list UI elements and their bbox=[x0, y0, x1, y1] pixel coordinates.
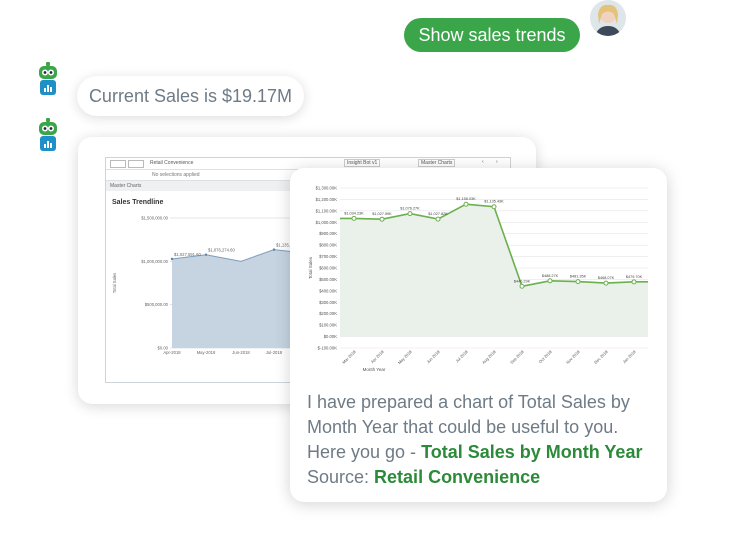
y-tick-label: $400.00K bbox=[319, 288, 337, 293]
y-tick-label: $1,300.00K bbox=[316, 186, 338, 191]
user-avatar-image bbox=[590, 0, 626, 36]
y-tick-label: $800.00K bbox=[319, 243, 337, 248]
data-point bbox=[379, 216, 385, 222]
chart-link[interactable]: Total Sales by Month Year bbox=[421, 442, 643, 462]
back-x-tick: Apr-2018 bbox=[163, 350, 181, 355]
data-point bbox=[603, 280, 609, 286]
back-point bbox=[170, 257, 174, 261]
source-link[interactable]: Retail Convenience bbox=[374, 467, 541, 487]
y-tick-label: $900.00K bbox=[319, 231, 337, 236]
data-label: $1,027.59K bbox=[372, 212, 392, 216]
back-x-tick: Jun-2018 bbox=[232, 350, 250, 355]
toolbar-menu-icon[interactable] bbox=[110, 160, 126, 168]
caption-text: I have prepared a chart of Total Sales b… bbox=[307, 392, 630, 437]
toolbar-list-icon[interactable] bbox=[128, 160, 144, 168]
selections-text: No selections applied bbox=[152, 172, 200, 178]
x-axis-label: Month Year bbox=[363, 367, 386, 372]
back-y-axis-label: Total Sales bbox=[112, 273, 117, 293]
back-y-tick: $500,000.00 bbox=[145, 302, 169, 307]
data-point bbox=[519, 283, 525, 289]
back-data-label: $1,027,591.60 bbox=[174, 252, 201, 257]
back-y-tick: $0.00 bbox=[158, 346, 169, 351]
x-tick-label: Sep 2018 bbox=[509, 349, 525, 365]
y-tick-label: $500.00K bbox=[319, 277, 337, 282]
x-tick-label: May 2018 bbox=[397, 349, 414, 366]
bot-caption: I have prepared a chart of Total Sales b… bbox=[307, 390, 657, 490]
bot-chart-card: $1,300.00K $1,200.00K $1,100.00K $1,000.00K… bbox=[290, 168, 667, 502]
x-tick-label: Jan 2019 bbox=[622, 349, 638, 365]
y-tick-label: $600.00K bbox=[319, 266, 337, 271]
back-y-tick: $1,000,000.00 bbox=[141, 259, 168, 264]
sheet-label: Master Charts bbox=[110, 183, 142, 189]
back-x-tick: Jul-2018 bbox=[266, 350, 283, 355]
data-label: $440.29K bbox=[514, 279, 531, 283]
app-name: Retail Convenience bbox=[150, 160, 194, 166]
data-point bbox=[463, 201, 469, 207]
back-point bbox=[204, 253, 208, 256]
x-tick-label: Aug 2018 bbox=[481, 349, 497, 365]
insight-bot-button[interactable]: Insight Bot v1 bbox=[344, 159, 381, 167]
data-point bbox=[575, 279, 581, 285]
sales-area bbox=[340, 204, 648, 337]
data-point bbox=[407, 211, 413, 217]
back-x-tick: May-2018 bbox=[197, 350, 216, 355]
y-tick-label: $700.00K bbox=[319, 254, 337, 259]
back-data-label: $1,135,224.63 bbox=[276, 243, 303, 248]
data-label: $481.35K bbox=[570, 275, 587, 279]
total-sales-chart[interactable]: $1,300.00K $1,200.00K $1,100.00K $1,000.00K… bbox=[290, 168, 667, 378]
data-label: $1,034.23K bbox=[344, 211, 364, 215]
data-label: $468.07K bbox=[598, 276, 615, 280]
data-label: $1,158.03K bbox=[456, 197, 476, 201]
back-line bbox=[171, 249, 317, 262]
data-label: $488.27K bbox=[542, 274, 559, 278]
x-tick-label: Apr 2018 bbox=[370, 349, 386, 365]
y-tick-label: $-100.00K bbox=[318, 346, 338, 351]
data-label: $1,076.27K bbox=[400, 207, 420, 211]
x-tick-label: Mar 2018 bbox=[341, 349, 357, 365]
back-y-tick: $1,500,000.00 bbox=[141, 216, 168, 221]
y-tick-label: $0.00K bbox=[324, 334, 337, 339]
x-tick-label: Jun 2018 bbox=[426, 349, 442, 365]
data-point bbox=[547, 278, 553, 284]
back-point bbox=[272, 248, 276, 251]
data-label: $1,135.43K bbox=[484, 200, 504, 204]
data-point bbox=[491, 204, 497, 210]
y-axis-label: Total Sales bbox=[308, 256, 313, 279]
y-tick-label: $1,100.00K bbox=[316, 208, 338, 213]
master-charts-button[interactable]: Master Charts bbox=[418, 159, 456, 167]
x-tick-label: Oct 2018 bbox=[538, 349, 554, 365]
data-point bbox=[631, 279, 637, 285]
back-chart-title: Sales Trendline bbox=[112, 199, 164, 206]
x-tick-label: Dec 2018 bbox=[593, 349, 609, 365]
data-label: $479.70K bbox=[626, 275, 643, 279]
prev-sheet-icon[interactable]: ‹ bbox=[482, 159, 484, 165]
user-avatar bbox=[590, 0, 626, 36]
data-label: $1,027.82K bbox=[428, 212, 448, 216]
y-tick-label: $300.00K bbox=[319, 300, 337, 305]
bot-icon bbox=[39, 62, 57, 95]
y-tick-label: $100.00K bbox=[319, 323, 337, 328]
data-point bbox=[351, 215, 357, 221]
next-sheet-icon[interactable]: › bbox=[496, 159, 498, 165]
caption-lead: Here you go - bbox=[307, 442, 422, 462]
bot-icon bbox=[39, 118, 57, 151]
back-area bbox=[172, 249, 316, 348]
back-data-label: $1,076,274.60 bbox=[208, 248, 235, 253]
y-tick-label: $1,200.00K bbox=[316, 197, 338, 202]
user-message-bubble: Show sales trends bbox=[404, 18, 580, 52]
y-tick-label: $200.00K bbox=[319, 311, 337, 316]
source-label: Source: bbox=[307, 467, 375, 487]
y-tick-label: $1,000.00K bbox=[316, 220, 338, 225]
x-tick-label: Jul 2018 bbox=[454, 349, 469, 364]
bot-message-current-sales: Current Sales is $19.17M bbox=[77, 76, 304, 116]
x-tick-label: Nov 2018 bbox=[565, 349, 581, 365]
data-point bbox=[435, 216, 441, 222]
